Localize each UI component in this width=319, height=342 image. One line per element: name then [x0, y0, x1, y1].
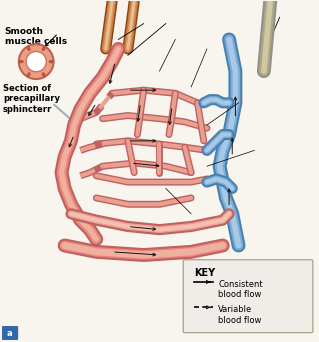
Ellipse shape: [27, 47, 30, 51]
Ellipse shape: [27, 73, 30, 76]
Text: Consistent
blood flow: Consistent blood flow: [218, 280, 263, 299]
Ellipse shape: [19, 60, 23, 63]
Ellipse shape: [42, 73, 45, 76]
Text: KEY: KEY: [194, 268, 215, 278]
Text: Smooth
muscle cells: Smooth muscle cells: [4, 27, 67, 46]
Text: a: a: [7, 329, 13, 338]
Ellipse shape: [49, 60, 53, 63]
Text: Variable
blood flow: Variable blood flow: [218, 305, 261, 325]
FancyBboxPatch shape: [2, 326, 18, 340]
Circle shape: [26, 52, 46, 72]
FancyBboxPatch shape: [183, 260, 313, 333]
Circle shape: [19, 44, 54, 79]
Ellipse shape: [42, 47, 45, 51]
Text: Section of
precapillary
sphincterr: Section of precapillary sphincterr: [3, 84, 60, 114]
